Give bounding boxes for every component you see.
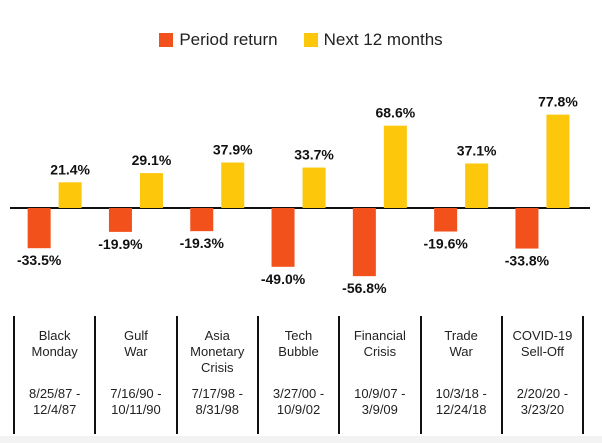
event-name-line: Monday — [31, 344, 78, 359]
event-date-line: 8/25/87 - — [28, 386, 81, 401]
event-name-line: Gulf — [124, 328, 148, 343]
bar-next-12-months-financial-crisis — [383, 125, 407, 208]
bar-next-12-months-gulf-war — [139, 173, 163, 208]
event-date-line: 7/17/98 - — [191, 386, 243, 401]
event-dates: 3/27/00 -10/9/02 — [258, 386, 339, 418]
event-name-line: COVID-19 — [512, 328, 573, 343]
bar-period-return-asia-monetary-crisis — [190, 208, 214, 232]
event-name-line: Financial — [353, 328, 406, 343]
event-name-line: Black — [38, 328, 71, 343]
chart-marks: -33.5% 21.4% -19.9% 29.1% -19.3% 37.9% -49.0% 3… — [10, 94, 590, 296]
bar-period-return-trade-war — [434, 208, 458, 232]
data-label-period-return-tech-bubble: -49.0% — [261, 271, 306, 287]
event-date-line: 10/11/90 — [111, 402, 161, 417]
event-dates: 7/16/90 -10/11/90 — [95, 386, 176, 418]
event-date-line: 3/27/00 - — [272, 386, 325, 401]
event-dates: 10/9/07 -3/9/09 — [339, 386, 420, 418]
event-name-line: Crisis — [200, 360, 234, 375]
event-cell-covid-19-sell-off: COVID-19 Sell-Off 2/20/20 -3/23/20 — [502, 316, 583, 434]
bar-next-12-months-covid-19-sell-off — [546, 114, 570, 208]
data-label-period-return-financial-crisis: -56.8% — [342, 280, 387, 296]
bar-period-return-black-monday — [27, 208, 51, 249]
event-date-line: 12/24/18 — [435, 402, 487, 417]
event-date-line: 12/4/87 — [32, 402, 77, 417]
event-date-line: 3/23/20 — [520, 402, 565, 417]
column-divider — [94, 316, 97, 434]
event-date-line: 3/9/09 — [361, 402, 398, 417]
bar-period-return-gulf-war — [108, 208, 132, 232]
event-name-line: War — [449, 344, 473, 359]
event-date-line: 10/3/18 - — [435, 386, 487, 401]
event-name-line: Monetary — [190, 344, 245, 359]
event-name-line: War — [124, 344, 148, 359]
bar-next-12-months-asia-monetary-crisis — [221, 162, 245, 208]
event-name-line: Bubble — [278, 344, 319, 359]
legend-label-next-12-months: Next 12 months — [323, 30, 443, 49]
event-name: Gulf War — [95, 328, 176, 360]
column-divider — [419, 316, 422, 434]
event-cell-financial-crisis: Financial Crisis 10/9/07 -3/9/09 — [339, 316, 420, 434]
column-divider — [175, 316, 178, 434]
data-label-period-return-covid-19-sell-off: -33.8% — [505, 253, 550, 269]
event-cell-tech-bubble: Tech Bubble 3/27/00 -10/9/02 — [258, 316, 339, 434]
data-label-next-12-months-covid-19-sell-off: 77.8% — [538, 94, 578, 110]
data-label-period-return-trade-war: -19.6% — [423, 236, 468, 252]
bar-next-12-months-black-monday — [58, 182, 82, 208]
data-label-next-12-months-black-monday: 21.4% — [50, 161, 90, 177]
bar-period-return-covid-19-sell-off — [515, 208, 539, 249]
event-cell-trade-war: Trade War 10/3/18 -12/24/18 — [421, 316, 502, 434]
event-name: Black Monday — [14, 328, 95, 360]
data-label-next-12-months-gulf-war: 29.1% — [132, 152, 172, 168]
event-name: Financial Crisis — [339, 328, 420, 360]
chart-legend: Period return Next 12 months — [0, 26, 602, 54]
column-divider — [500, 316, 503, 434]
data-label-next-12-months-trade-war: 37.1% — [457, 142, 497, 158]
event-name: Trade War — [421, 328, 502, 360]
event-dates: 7/17/98 -8/31/98 — [177, 386, 258, 418]
event-date-line: 10/9/02 — [276, 402, 321, 417]
legend-swatch-period-return — [159, 33, 174, 47]
data-label-period-return-asia-monetary-crisis: -19.3% — [180, 235, 225, 251]
event-name-line: Trade — [444, 328, 478, 343]
event-name: Asia Monetary Crisis — [177, 328, 258, 376]
event-date-line: 8/31/98 — [195, 402, 239, 417]
event-name: COVID-19 Sell-Off — [502, 328, 583, 360]
bottom-strip — [0, 436, 602, 443]
column-divider — [256, 316, 259, 434]
data-label-next-12-months-asia-monetary-crisis: 37.9% — [213, 142, 253, 158]
bar-next-12-months-tech-bubble — [302, 167, 326, 208]
event-dates: 10/3/18 -12/24/18 — [421, 386, 502, 418]
event-name: Tech Bubble — [258, 328, 339, 360]
bar-period-return-tech-bubble — [271, 208, 295, 267]
event-cell-gulf-war: Gulf War 7/16/90 -10/11/90 — [95, 316, 176, 434]
event-dates: 2/20/20 -3/23/20 — [502, 386, 583, 418]
bar-chart: -33.5% 21.4% -19.9% 29.1% -19.3% 37.9% -49.0% 3… — [10, 94, 590, 296]
event-cell-asia-monetary-crisis: Asia Monetary Crisis 7/17/98 -8/31/98 — [177, 316, 258, 434]
legend-swatch-next-12-months — [303, 33, 318, 47]
event-date-line: 10/9/07 - — [354, 386, 406, 401]
data-label-next-12-months-tech-bubble: 33.7% — [294, 147, 334, 163]
event-cell-black-monday: Black Monday 8/25/87 -12/4/87 — [14, 316, 95, 434]
event-name-line: Tech — [284, 328, 313, 343]
data-label-next-12-months-financial-crisis: 68.6% — [375, 105, 415, 121]
column-divider — [13, 316, 15, 434]
event-date-line: 2/20/20 - — [516, 386, 569, 401]
bar-next-12-months-trade-war — [465, 163, 489, 208]
event-table: Black Monday 8/25/87 -12/4/87 Gulf War 7/16/9… — [0, 316, 602, 434]
column-divider — [582, 316, 585, 434]
legend-item-next-12-months: Next 12 months — [303, 30, 443, 50]
event-name-line: Asia — [204, 328, 230, 343]
event-date-line: 7/16/90 - — [110, 386, 162, 401]
column-divider — [338, 316, 341, 434]
data-label-period-return-black-monday: -33.5% — [17, 252, 62, 268]
event-dates: 8/25/87 -12/4/87 — [14, 386, 95, 418]
bar-period-return-financial-crisis — [352, 208, 376, 277]
event-name-line: Sell-Off — [520, 344, 564, 359]
legend-label-period-return: Period return — [179, 30, 278, 49]
legend-item-period-return: Period return — [159, 30, 278, 50]
data-label-period-return-gulf-war: -19.9% — [98, 236, 143, 252]
event-name-line: Crisis — [363, 344, 397, 359]
